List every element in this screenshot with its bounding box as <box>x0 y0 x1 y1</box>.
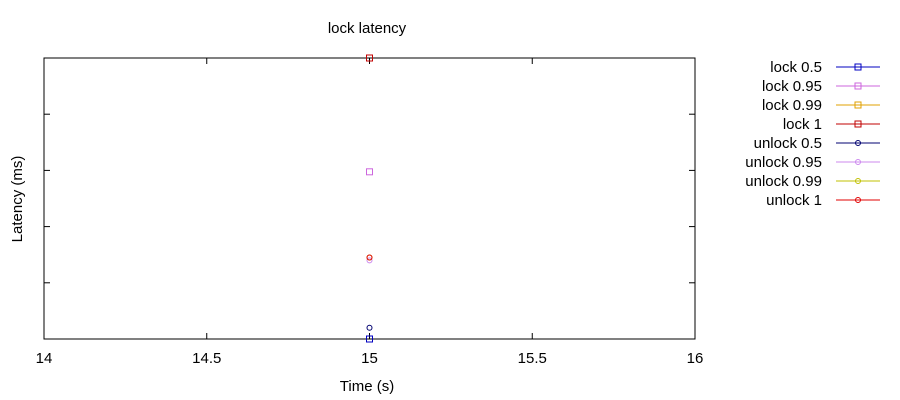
data-point <box>366 168 373 176</box>
data-point <box>366 257 373 264</box>
x-tick-label: 14 <box>36 350 53 367</box>
legend-marker <box>855 159 861 165</box>
legend-label: unlock 0.99 <box>745 173 822 190</box>
x-axis-label: Time (s) <box>340 378 394 395</box>
legend-label: lock 0.95 <box>762 78 822 95</box>
legend-marker <box>855 140 861 146</box>
legend-item: unlock 1 <box>766 192 880 209</box>
legend-label: lock 0.5 <box>770 59 822 76</box>
legend-marker <box>855 197 861 203</box>
x-tick-label: 16 <box>687 350 704 367</box>
legend-marker <box>854 63 862 71</box>
data-point <box>366 324 373 331</box>
legend-item: lock 0.99 <box>762 97 880 114</box>
legend-item: unlock 0.99 <box>745 173 880 190</box>
legend-label: unlock 0.95 <box>745 154 822 171</box>
legend-item: lock 0.95 <box>762 78 880 95</box>
legend-marker <box>854 101 862 109</box>
chart-title: lock latency <box>328 20 407 37</box>
legend-label: unlock 0.5 <box>754 135 822 152</box>
x-tick-label: 15 <box>361 350 378 367</box>
legend-item: lock 1 <box>783 116 880 133</box>
data-point <box>366 335 373 343</box>
x-tick-label: 14.5 <box>192 350 221 367</box>
x-tick-label: 15.5 <box>518 350 547 367</box>
legend-label: unlock 1 <box>766 192 822 209</box>
legend-marker <box>854 120 862 128</box>
legend-label: lock 1 <box>783 116 822 133</box>
legend-marker <box>855 178 861 184</box>
plot-frame <box>43 57 696 340</box>
legend-item: unlock 0.95 <box>745 154 880 171</box>
legend-item: unlock 0.5 <box>754 135 880 152</box>
data-point <box>366 254 373 261</box>
legend-label: lock 0.99 <box>762 97 822 114</box>
data-point <box>366 54 373 62</box>
legend-marker <box>854 82 862 90</box>
y-axis-label: Latency (ms) <box>9 156 26 243</box>
legend-item: lock 0.5 <box>770 59 880 76</box>
